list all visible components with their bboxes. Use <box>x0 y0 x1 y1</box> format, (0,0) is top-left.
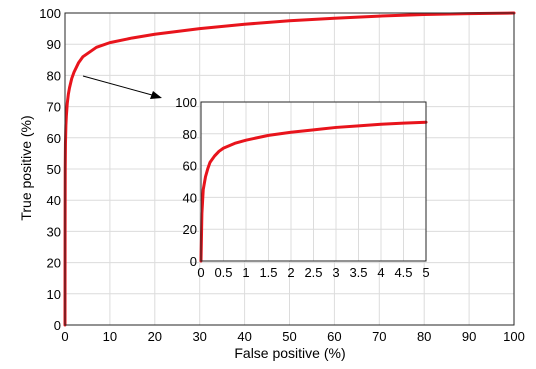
inset-y-tick-label: 80 <box>183 127 197 142</box>
inset-x-tick-label: 3.5 <box>349 265 367 280</box>
inset-x-tick-label: 2.5 <box>304 265 322 280</box>
main-x-tick-label: 70 <box>372 329 386 344</box>
inset-x-tick-label: 0 <box>197 265 204 280</box>
inset-x-tick-label: 1 <box>242 265 249 280</box>
main-y-tick-label: 0 <box>54 318 61 333</box>
main-x-tick-label: 10 <box>103 329 117 344</box>
main-x-tick-label: 90 <box>462 329 476 344</box>
main-y-tick-label: 40 <box>47 193 61 208</box>
x-axis-label: False positive (%) <box>234 345 345 361</box>
inset-x-tick-label: 3 <box>332 265 339 280</box>
inset-x-tick-label: 0.5 <box>214 265 232 280</box>
main-y-tick-label: 80 <box>47 68 61 83</box>
main-y-tick-label: 60 <box>47 131 61 146</box>
main-y-tick-label: 100 <box>39 6 61 21</box>
main-x-tick-label: 60 <box>327 329 341 344</box>
inset-x-tick-label: 5 <box>422 265 429 280</box>
main-y-tick-label: 90 <box>47 37 61 52</box>
inset-y-tick-label: 0 <box>190 254 197 269</box>
y-axis-label: True positive (%) <box>18 115 34 220</box>
main-x-tick-label: 80 <box>417 329 431 344</box>
inset-x-tick-label: 4.5 <box>394 265 412 280</box>
main-x-tick-label: 40 <box>237 329 251 344</box>
inset-x-tick-label: 1.5 <box>259 265 277 280</box>
main-x-tick-label: 50 <box>282 329 296 344</box>
main-y-tick-label: 70 <box>47 100 61 115</box>
inset-plot-frame <box>200 101 427 262</box>
main-tick-labels: 0 10 20 30 40 50 60 70 80 90 100010203040506070809… <box>39 6 525 344</box>
inset-y-tick-label: 60 <box>183 159 197 174</box>
inset-y-tick-label: 100 <box>175 95 197 110</box>
zoom-arrow-head <box>150 91 162 99</box>
main-x-tick-label: 100 <box>503 329 525 344</box>
main-y-tick-label: 30 <box>47 224 61 239</box>
zoom-arrow-line <box>82 75 153 96</box>
main-x-tick-label: 0 <box>61 329 68 344</box>
inset-y-tick-label: 20 <box>183 222 197 237</box>
inset-x-tick-label: 4 <box>377 265 384 280</box>
main-y-tick-label: 50 <box>47 162 61 177</box>
inset-tick-labels: 0 0.5 1 1.5 2 2.5 3 3.5 4 4.5 5 0 20 40 60 80 100 <box>175 95 429 280</box>
main-x-tick-label: 30 <box>192 329 206 344</box>
main-x-tick-label: 20 <box>148 329 162 344</box>
inset-x-tick-label: 2 <box>287 265 294 280</box>
main-y-tick-label: 20 <box>47 256 61 271</box>
main-roc-curve <box>63 11 516 327</box>
inset-y-tick-label: 40 <box>183 190 197 205</box>
inset-plot: 0 0.5 1 1.5 2 2.5 3 3.5 4 4.5 5 0 20 40 60 80 100 <box>175 95 429 280</box>
main-plot-frame <box>64 12 515 326</box>
zoom-arrow <box>82 75 162 99</box>
main-y-tick-label: 10 <box>47 287 61 302</box>
inset-roc-curve <box>199 120 428 263</box>
